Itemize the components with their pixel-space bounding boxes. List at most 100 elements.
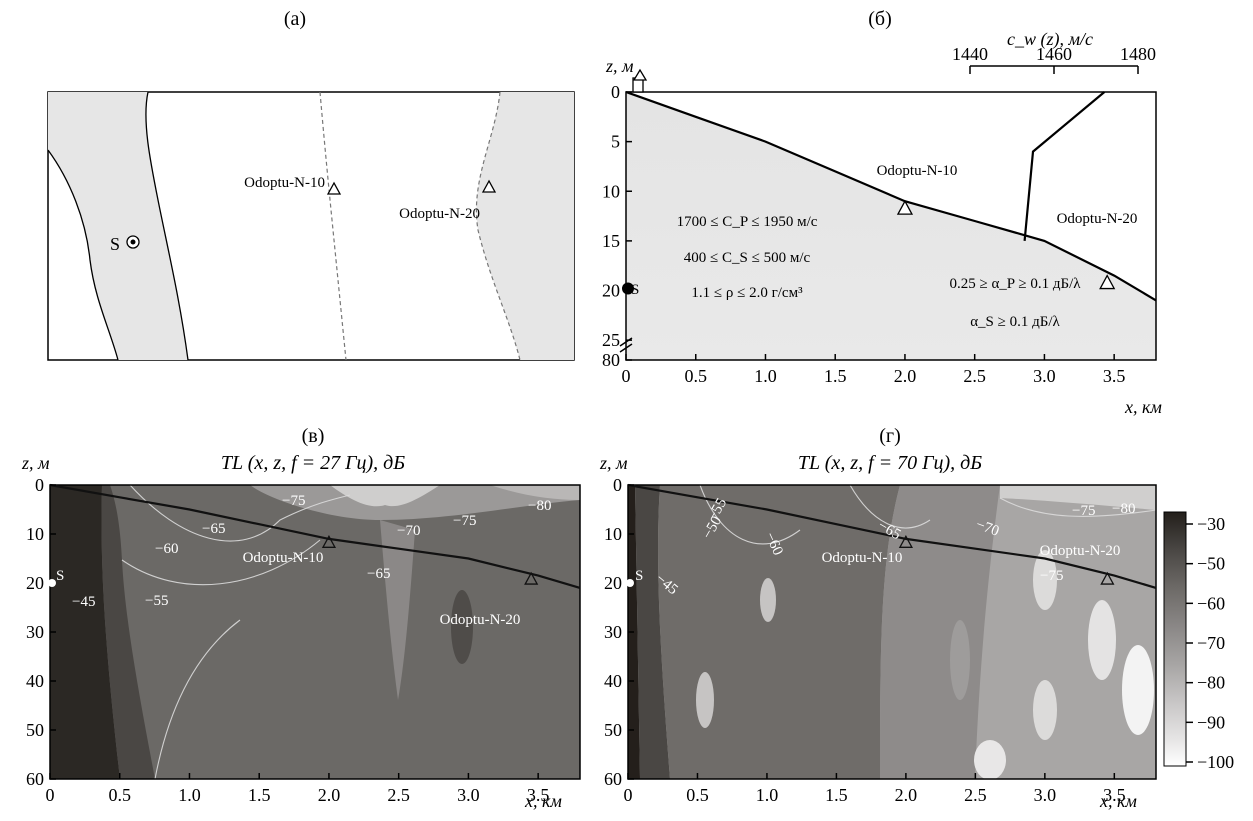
- source-marker: [48, 579, 56, 587]
- z-tick-label: 10: [604, 524, 622, 544]
- z-tick-label: 30: [26, 622, 44, 642]
- colorbar-tick-label: −90: [1197, 712, 1225, 732]
- colorbar-tick-label: −100: [1197, 752, 1234, 772]
- x-tick-label: 3.0: [1034, 785, 1057, 805]
- panel-c-markers: [48, 534, 539, 587]
- z-tick-label: 0: [611, 82, 620, 102]
- x-tick-label: 0.5: [108, 785, 131, 805]
- x-tick-label: 3.5: [527, 785, 550, 805]
- x-tick-label: 1.5: [824, 366, 847, 386]
- tl27-contour-label-9: −55: [145, 593, 168, 609]
- panel-d-label: (г): [879, 425, 901, 447]
- tl27-contour-label-7: −65: [367, 566, 390, 582]
- tl-field-70: [628, 485, 1156, 779]
- panel-c-site-label-n10: Odoptu-N-10: [243, 550, 324, 566]
- param-rho: 1.1 ≤ ρ ≤ 2.0 г/см³: [691, 285, 803, 301]
- z-tick-label: 25: [602, 330, 620, 350]
- x-tick-label: 2.0: [894, 366, 917, 386]
- z-tick-label: 60: [604, 769, 622, 789]
- seabed-line-c: [49, 483, 581, 589]
- map-site-label-n10: Odoptu-N-10: [244, 175, 325, 191]
- site-marker: [898, 534, 913, 548]
- z-tick-label: 10: [26, 524, 44, 544]
- panel-c: (в) TL (x, z, f = 27 Гц), дБ z, м 0 0.5 1.…: [21, 425, 581, 811]
- sound-speed-profile: [1023, 91, 1106, 242]
- panel-c-label: (в): [302, 425, 325, 447]
- panel-d-site-label-n10: Odoptu-N-10: [822, 550, 903, 566]
- x-tick-label: 0: [624, 785, 633, 805]
- z-tick-label: 5: [611, 132, 620, 152]
- cw-tick-label: 1440: [952, 44, 988, 64]
- z-tick-label: 20: [604, 573, 622, 593]
- tl70-contour-label-9: −75: [1040, 568, 1063, 584]
- z-tick-label: 60: [26, 769, 44, 789]
- x-tick-label: 0: [622, 366, 631, 386]
- z-tick-label: 20: [602, 281, 620, 301]
- panel-a: (а) Odoptu-N-10 Odoptu-N-20 S: [47, 8, 575, 361]
- site-marker: [1100, 571, 1115, 585]
- panel-b-z-label: z, м: [605, 56, 634, 76]
- cw-axis-label: c_w (z), м/с: [1007, 29, 1093, 50]
- x-tick-label: 2.0: [318, 785, 341, 805]
- panel-d-axes: 0 0.5 1.0 1.5 2.0 2.5 3.0 3.5 0 10 20 30 40 50 60: [604, 475, 1126, 805]
- panel-d-site-label-n20: Odoptu-N-20: [1040, 543, 1121, 559]
- axis-break-mark: [619, 337, 633, 353]
- x-tick-label: 1.0: [178, 785, 201, 805]
- x-tick-label: 1.0: [754, 366, 777, 386]
- panel-b-markers: [622, 68, 1116, 295]
- cw-tick-label: 1480: [1120, 44, 1156, 64]
- panel-b-frame: [625, 91, 1157, 361]
- map-isobath-mid: [319, 91, 347, 361]
- tl27-contour-label-2: −80: [528, 498, 551, 514]
- param-cs: 400 ≤ C_S ≤ 500 м/с: [684, 250, 811, 266]
- map-site-marker-n10: [326, 181, 342, 195]
- z-tick-label: 0: [613, 475, 622, 495]
- z-tick-label: 0: [35, 475, 44, 495]
- panel-c-site-label-n20: Odoptu-N-20: [440, 612, 521, 628]
- map-isobath-right: [475, 91, 521, 361]
- panel-a-label: (а): [284, 8, 306, 30]
- z-tick-label: 20: [26, 573, 44, 593]
- colorbar-scale: [1163, 511, 1187, 767]
- tl70-contour-label-7: −80: [1112, 501, 1135, 517]
- param-cp: 1700 ≤ C_P ≤ 1950 м/с: [677, 214, 818, 230]
- map-land-strip: [48, 92, 188, 360]
- tl27-contour-label-1: −75: [282, 493, 305, 509]
- z-tick-label: 30: [604, 622, 622, 642]
- panel-c-title: TL (x, z, f = 27 Гц), дБ: [221, 452, 405, 474]
- panel-c-source-label: S: [56, 568, 64, 584]
- map-coastline-right: [145, 91, 189, 361]
- site-marker: [1099, 274, 1116, 290]
- map-coastline-left: [47, 149, 119, 361]
- panel-d-x-label: x, км: [1099, 791, 1137, 811]
- z-tick-label: 40: [26, 671, 44, 691]
- panel-c-axes: 0 0.5 1.0 1.5 2.0 2.5 3.0 3.5 0 10 20 30 40 50 60: [26, 475, 549, 805]
- z-tick-label: 80: [602, 350, 620, 370]
- site-marker: [321, 534, 337, 548]
- x-tick-label: 0: [46, 785, 55, 805]
- tl-field-27: [50, 485, 580, 779]
- panel-b-site-label-n20: Odoptu-N-20: [1057, 211, 1138, 227]
- tl27-contour-label-6: −60: [155, 541, 178, 557]
- param-alpha-p: 0.25 ≥ α_P ≥ 0.1 дБ/λ: [949, 276, 1081, 292]
- panel-c-x-label: x, км: [524, 791, 562, 811]
- x-tick-label: 1.5: [825, 785, 848, 805]
- z-tick-label: 40: [604, 671, 622, 691]
- z-tick-label: 15: [602, 231, 620, 251]
- source-marker: [622, 282, 634, 295]
- x-tick-label: 3.5: [1103, 366, 1126, 386]
- colorbar-ticks: −30 −50 −60 −70 −80 −90 −100: [1186, 514, 1234, 772]
- cw-axis: 1440 1460 1480: [952, 44, 1156, 74]
- tl70-contour-label-6: −75: [1072, 503, 1095, 519]
- x-tick-label: 2.5: [963, 366, 986, 386]
- platform-top-marker: [632, 68, 648, 81]
- x-tick-label: 0.5: [686, 785, 709, 805]
- colorbar-tick-label: −80: [1197, 673, 1225, 693]
- x-tick-label: 3.5: [1103, 785, 1126, 805]
- site-marker: [524, 571, 539, 585]
- seabed-line-d: [627, 483, 1157, 589]
- x-tick-label: 3.0: [457, 785, 480, 805]
- panel-b-site-label-n10: Odoptu-N-10: [877, 163, 958, 179]
